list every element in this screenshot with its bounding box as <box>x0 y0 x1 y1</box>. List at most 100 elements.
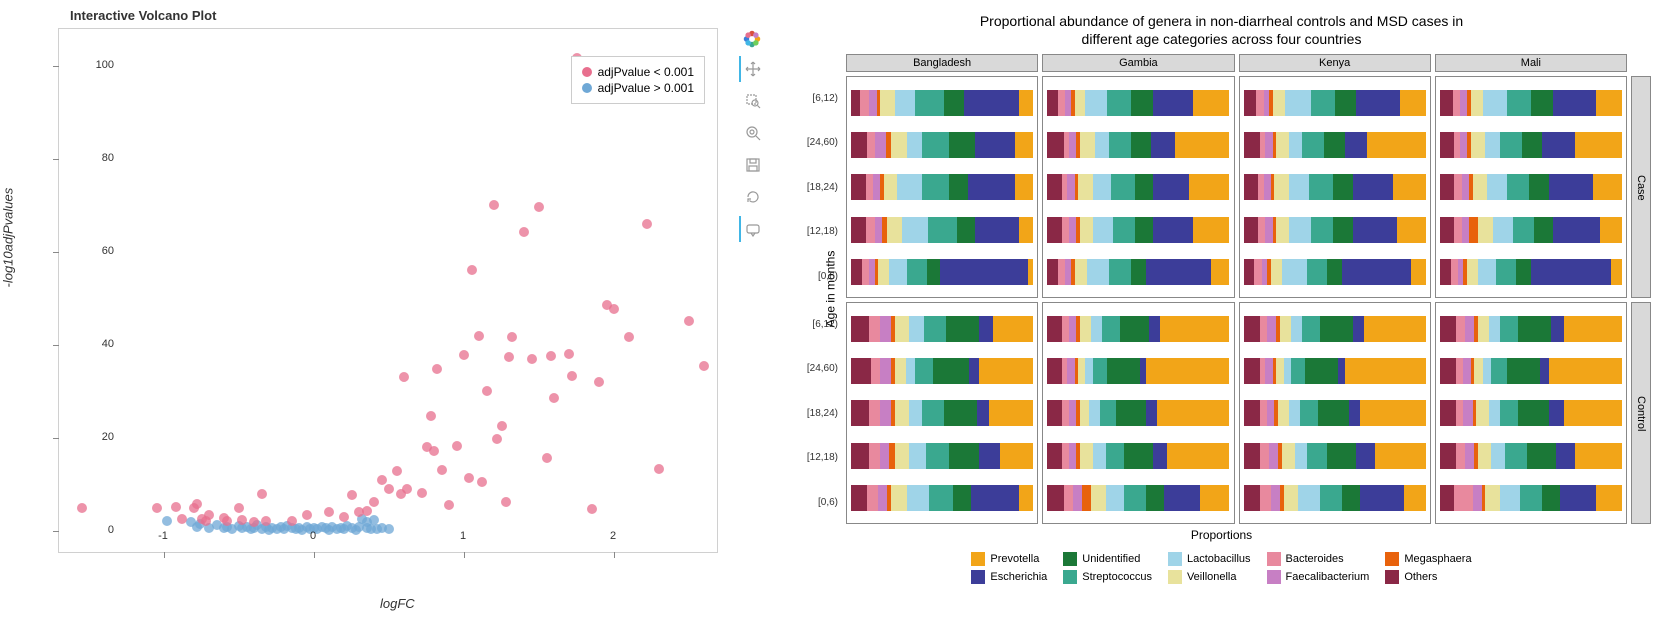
stacked-bar[interactable] <box>1244 485 1426 511</box>
stacked-bar[interactable] <box>851 174 1033 200</box>
stacked-bar[interactable] <box>1047 358 1229 384</box>
stacked-bar[interactable] <box>851 358 1033 384</box>
scatter-point[interactable] <box>549 393 559 403</box>
scatter-point[interactable] <box>152 503 162 513</box>
scatter-point[interactable] <box>444 500 454 510</box>
legend-item[interactable]: adjPvalue > 0.001 <box>582 81 694 95</box>
stacked-bar[interactable] <box>1244 217 1426 243</box>
scatter-point[interactable] <box>587 504 597 514</box>
bokeh-logo-icon[interactable] <box>741 28 763 50</box>
scatter-point[interactable] <box>437 465 447 475</box>
stacked-bar[interactable] <box>1440 400 1622 426</box>
stacked-bar[interactable] <box>1047 174 1229 200</box>
scatter-point[interactable] <box>432 364 442 374</box>
scatter-point[interactable] <box>654 464 664 474</box>
stacked-bar[interactable] <box>1047 400 1229 426</box>
scatter-point[interactable] <box>489 200 499 210</box>
scatter-point[interactable] <box>507 332 517 342</box>
stacked-bar[interactable] <box>1244 358 1426 384</box>
stacked-bar[interactable] <box>1047 316 1229 342</box>
scatter-point[interactable] <box>261 516 271 526</box>
scatter-point[interactable] <box>237 515 247 525</box>
scatter-point[interactable] <box>474 331 484 341</box>
stacked-bar[interactable] <box>1244 316 1426 342</box>
scatter-point[interactable] <box>399 372 409 382</box>
scatter-point[interactable] <box>429 446 439 456</box>
scatter-point[interactable] <box>497 421 507 431</box>
scatter-point[interactable] <box>567 371 577 381</box>
stacked-bar[interactable] <box>1440 316 1622 342</box>
stacked-bar[interactable] <box>1440 217 1622 243</box>
stacked-bar[interactable] <box>1440 90 1622 116</box>
scatter-point[interactable] <box>234 503 244 513</box>
scatter-point[interactable] <box>482 386 492 396</box>
stacked-bar[interactable] <box>1047 443 1229 469</box>
scatter-point[interactable] <box>477 477 487 487</box>
stacked-bar[interactable] <box>851 443 1033 469</box>
scatter-point[interactable] <box>504 352 514 362</box>
volcano-chart-area[interactable] <box>58 28 718 553</box>
scatter-point[interactable] <box>501 497 511 507</box>
scatter-point[interactable] <box>417 488 427 498</box>
scatter-point[interactable] <box>204 510 214 520</box>
scatter-point[interactable] <box>459 350 469 360</box>
scatter-point[interactable] <box>324 507 334 517</box>
stacked-bar[interactable] <box>851 259 1033 285</box>
scatter-point[interactable] <box>609 304 619 314</box>
scatter-point[interactable] <box>426 411 436 421</box>
wheel-zoom-tool-icon[interactable] <box>739 120 765 146</box>
scatter-point[interactable] <box>464 473 474 483</box>
scatter-point[interactable] <box>452 441 462 451</box>
stacked-bar[interactable] <box>851 217 1033 243</box>
scatter-point[interactable] <box>542 453 552 463</box>
stacked-bar[interactable] <box>1440 174 1622 200</box>
scatter-point[interactable] <box>564 349 574 359</box>
scatter-point[interactable] <box>339 512 349 522</box>
stacked-bar[interactable] <box>1244 259 1426 285</box>
stacked-bar[interactable] <box>1244 132 1426 158</box>
scatter-point[interactable] <box>222 516 232 526</box>
scatter-point[interactable] <box>402 484 412 494</box>
stacked-bar[interactable] <box>1440 443 1622 469</box>
stacked-bar[interactable] <box>1047 217 1229 243</box>
stacked-bar[interactable] <box>851 316 1033 342</box>
save-tool-icon[interactable] <box>739 152 765 178</box>
stacked-bar[interactable] <box>851 90 1033 116</box>
scatter-point[interactable] <box>384 524 394 534</box>
scatter-point[interactable] <box>302 510 312 520</box>
scatter-point[interactable] <box>377 475 387 485</box>
stacked-bar[interactable] <box>1244 90 1426 116</box>
scatter-point[interactable] <box>467 265 477 275</box>
volcano-legend[interactable]: adjPvalue < 0.001 adjPvalue > 0.001 <box>571 56 705 104</box>
scatter-point[interactable] <box>171 502 181 512</box>
scatter-point[interactable] <box>624 332 634 342</box>
legend-item[interactable]: adjPvalue < 0.001 <box>582 65 694 79</box>
scatter-point[interactable] <box>192 499 202 509</box>
scatter-point[interactable] <box>257 489 267 499</box>
scatter-point[interactable] <box>287 516 297 526</box>
scatter-point[interactable] <box>77 503 87 513</box>
scatter-point[interactable] <box>527 354 537 364</box>
pan-tool-icon[interactable] <box>739 56 765 82</box>
stacked-bar[interactable] <box>851 132 1033 158</box>
scatter-point[interactable] <box>177 514 187 524</box>
stacked-bar[interactable] <box>851 400 1033 426</box>
scatter-point[interactable] <box>519 227 529 237</box>
scatter-point[interactable] <box>594 377 604 387</box>
scatter-point[interactable] <box>369 497 379 507</box>
scatter-point[interactable] <box>362 506 372 516</box>
stacked-bar[interactable] <box>1047 90 1229 116</box>
scatter-point[interactable] <box>392 466 402 476</box>
scatter-point[interactable] <box>684 316 694 326</box>
stacked-bar[interactable] <box>1440 259 1622 285</box>
stacked-bar[interactable] <box>1047 259 1229 285</box>
box-zoom-tool-icon[interactable] <box>739 88 765 114</box>
hover-tool-icon[interactable] <box>739 216 765 242</box>
stacked-bar[interactable] <box>1244 174 1426 200</box>
scatter-point[interactable] <box>162 516 172 526</box>
scatter-point[interactable] <box>249 517 259 527</box>
reset-tool-icon[interactable] <box>739 184 765 210</box>
stacked-bar[interactable] <box>1440 485 1622 511</box>
stacked-bar[interactable] <box>1244 443 1426 469</box>
scatter-point[interactable] <box>534 202 544 212</box>
